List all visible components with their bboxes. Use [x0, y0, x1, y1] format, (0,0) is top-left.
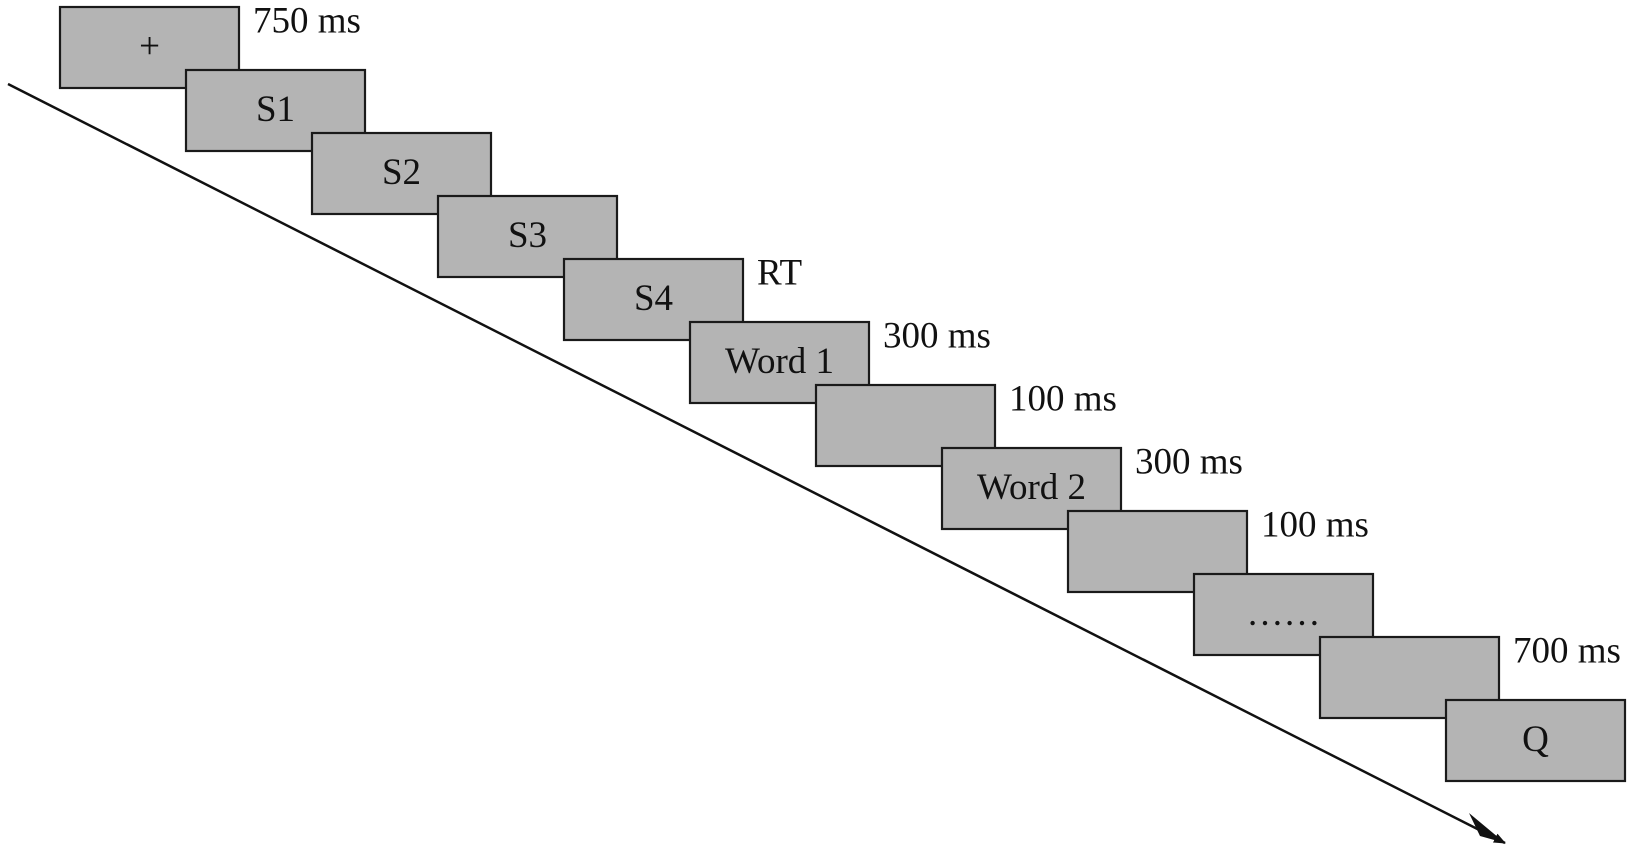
arrow-head	[1469, 813, 1505, 843]
screen-text: S3	[508, 215, 547, 256]
screen-text: Q	[1522, 719, 1549, 760]
screen-box	[1444, 698, 1627, 783]
screen-text: S4	[634, 278, 673, 319]
duration-label: 750 ms	[253, 0, 361, 41]
duration-label: 100 ms	[1261, 504, 1369, 545]
screen-text: +	[139, 26, 160, 67]
screen-box	[814, 383, 997, 468]
time-arrow	[7, 82, 1506, 845]
screen-text: ……	[1247, 593, 1321, 634]
duration-label: 300 ms	[883, 315, 991, 356]
duration-label: 300 ms	[1135, 441, 1243, 482]
screen-box	[940, 446, 1123, 531]
duration-label: RT	[757, 252, 802, 293]
screen-text: S2	[382, 152, 421, 193]
duration-label: 700 ms	[1513, 630, 1621, 671]
duration-label: 100 ms	[1009, 378, 1117, 419]
screen-text: S1	[256, 89, 295, 130]
screen-text: Word 2	[977, 467, 1086, 508]
screen-text: Word 1	[725, 341, 834, 382]
